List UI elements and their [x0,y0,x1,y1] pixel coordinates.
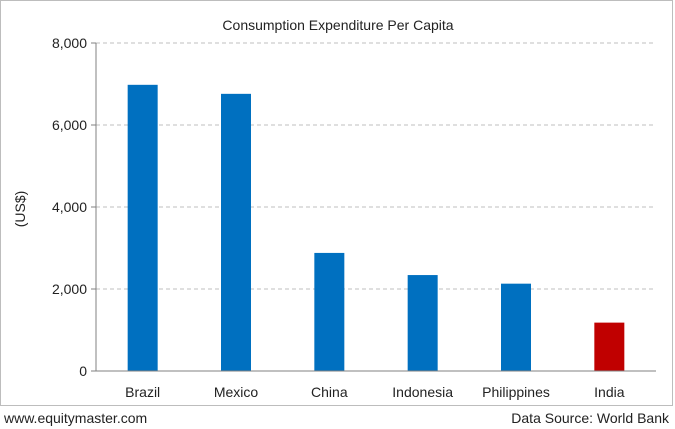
y-tick-label: 4,000 [52,199,87,215]
y-tick-label: 0 [79,363,87,379]
x-tick-label: Philippines [482,384,550,400]
bar-mexico [221,93,251,371]
bar-brazil [127,84,158,371]
bar-india [594,322,625,371]
gridlines [96,42,656,290]
bar-china [314,252,345,371]
bars [127,84,625,371]
chart-title: Consumption Expenditure Per Capita [222,17,453,33]
bar-chart: Consumption Expenditure Per Capita (US$)… [12,17,656,400]
x-tick-label: Indonesia [392,384,453,400]
bar-indonesia [407,275,438,371]
bar-philippines [501,283,531,371]
x-tick-label: Mexico [214,384,259,400]
chart-frame: Consumption Expenditure Per Capita (US$)… [0,0,673,406]
y-axis-label: (US$) [12,191,28,228]
x-tick-label: China [311,384,348,400]
data-source-note: Data Source: World Bank [511,410,669,426]
y-tick-labels: 0 2,000 4,000 6,000 8,000 [52,35,87,379]
x-tick-label: Brazil [125,384,160,400]
axes [91,42,656,372]
y-tick-label: 2,000 [52,281,87,297]
source-website: www.equitymaster.com [4,410,148,426]
y-tick-label: 6,000 [52,117,87,133]
x-tick-labels: Brazil Mexico China Indonesia Philippines Ind… [125,384,625,400]
x-tick-label: India [594,384,625,400]
y-tick-label: 8,000 [52,35,87,51]
